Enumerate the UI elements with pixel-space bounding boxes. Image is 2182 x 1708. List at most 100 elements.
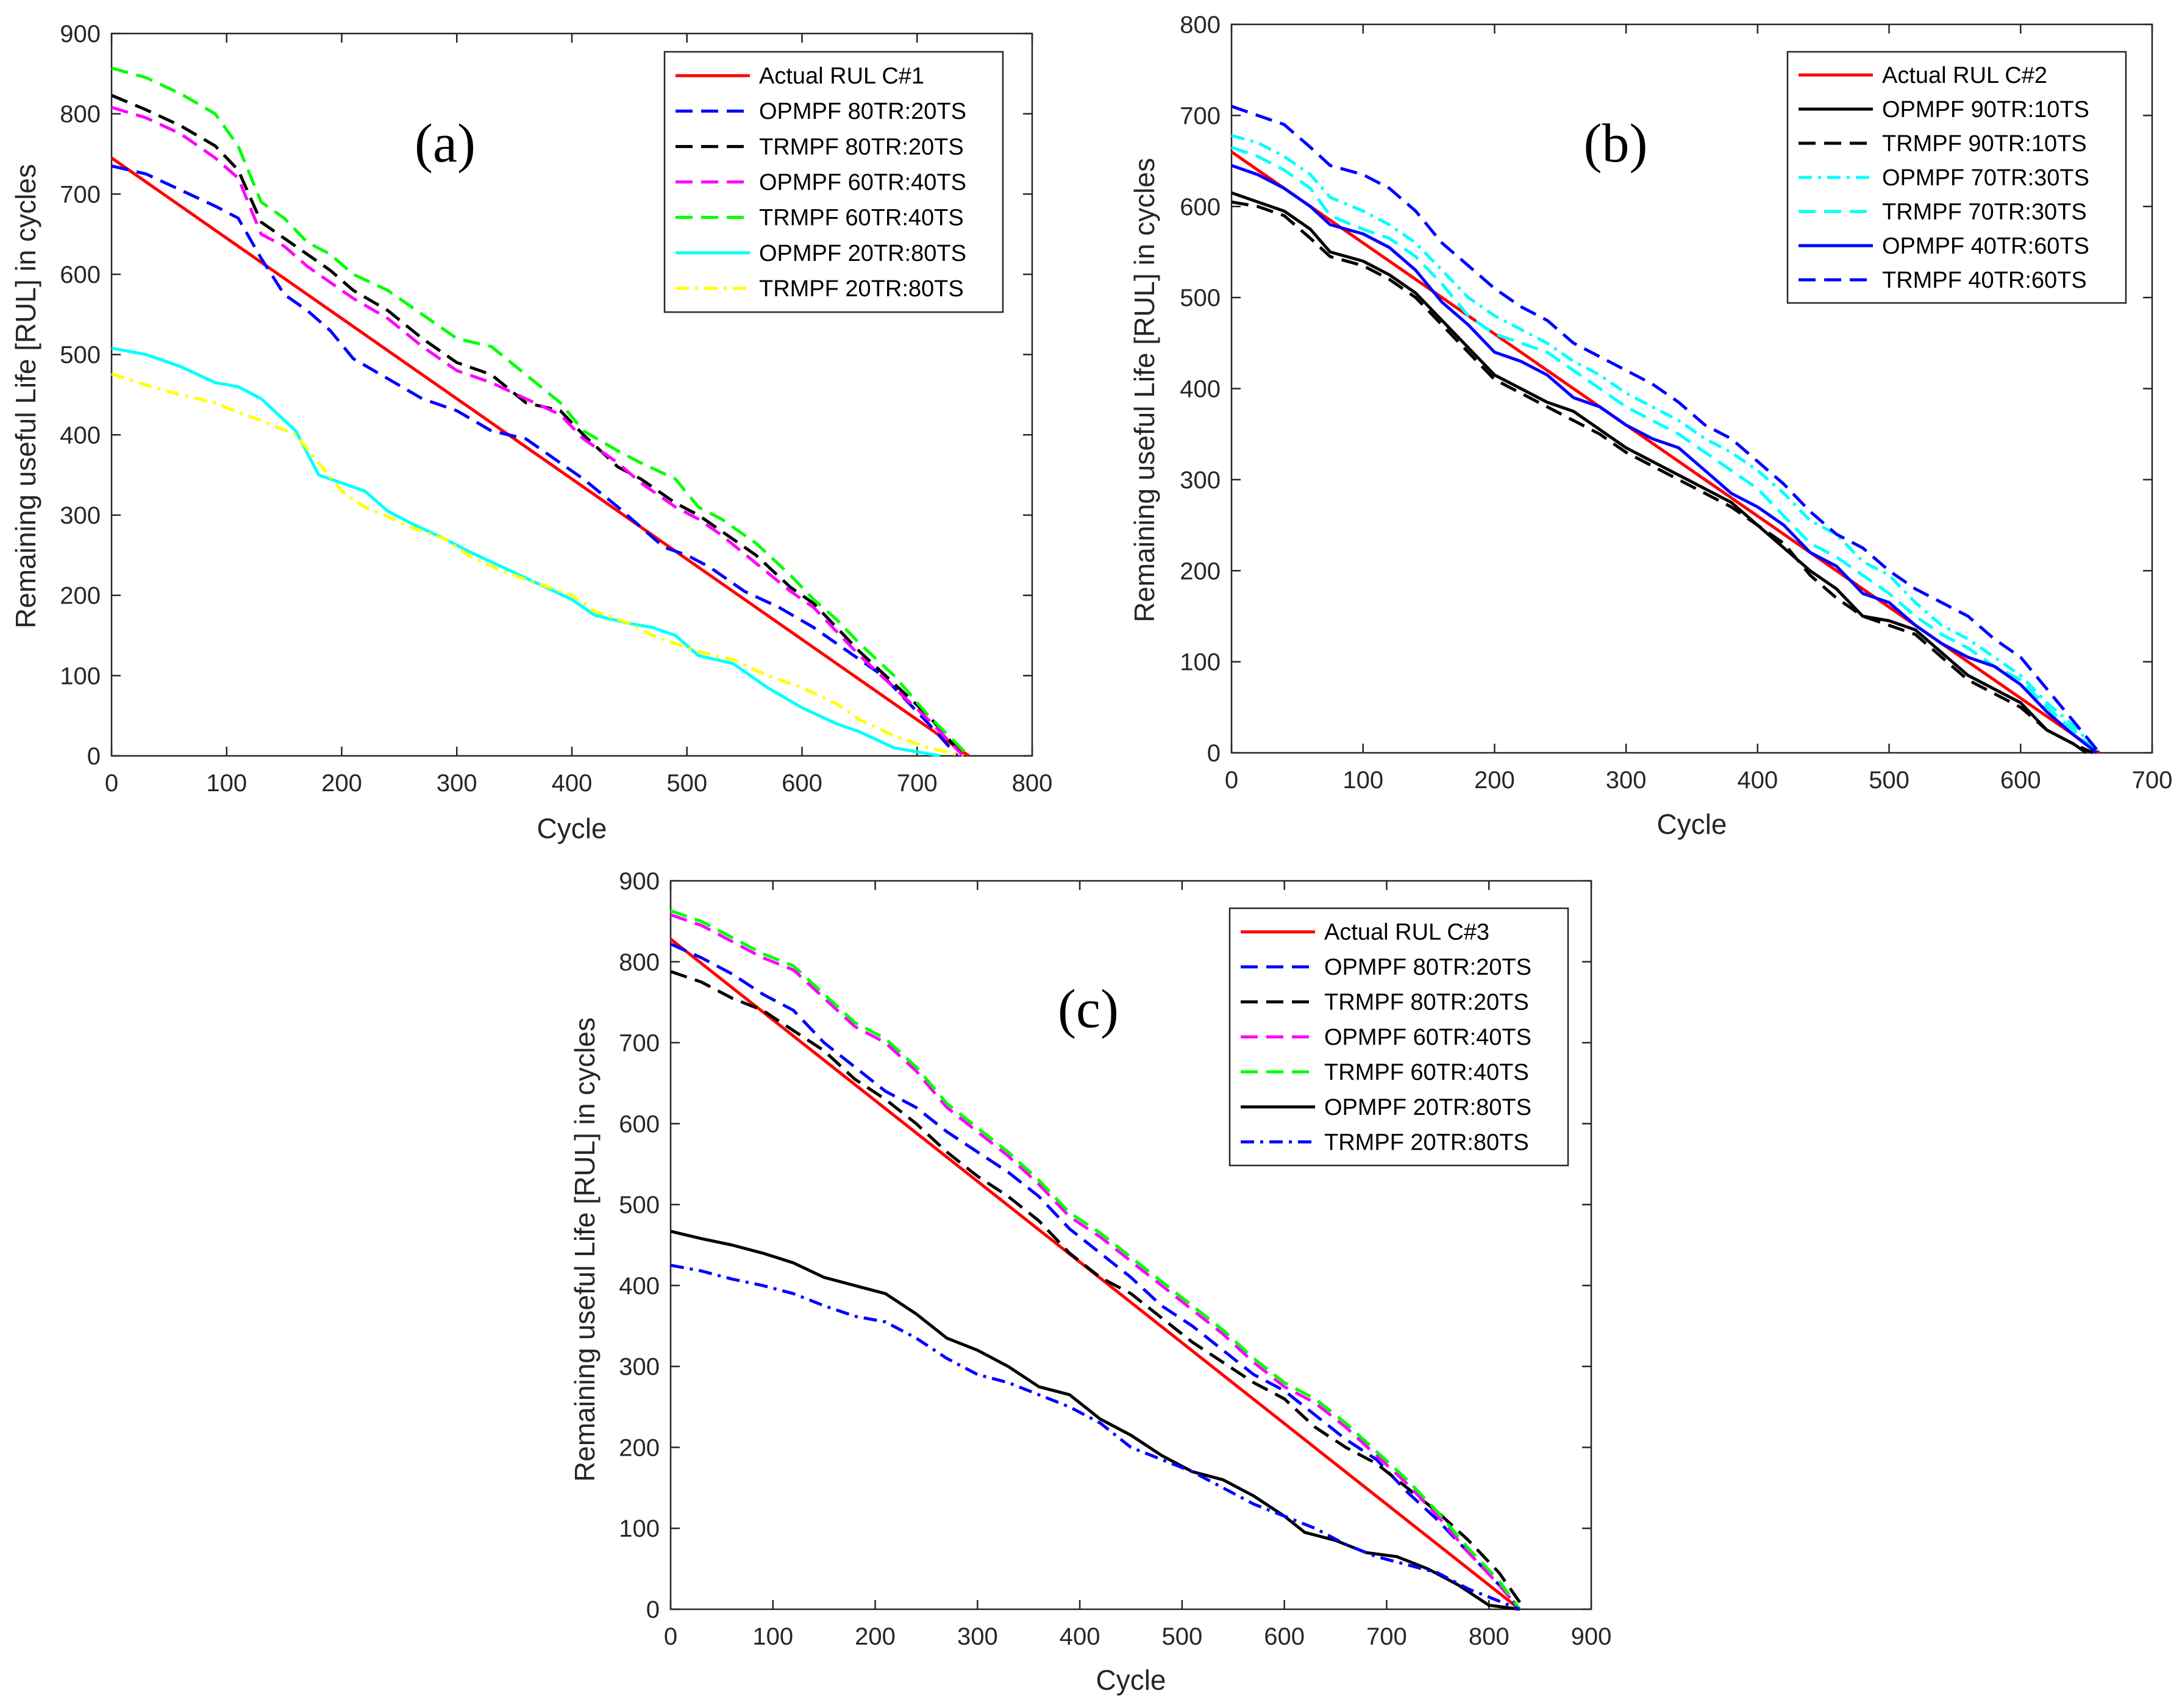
y-tick-label: 100 [60, 663, 101, 689]
x-tick-label: 400 [1737, 767, 1778, 794]
y-tick-label: 600 [60, 262, 101, 288]
legend-entry-label: TRMPF 40TR:60TS [1882, 268, 2087, 293]
legend-entry-label: TRMPF 60TR:40TS [759, 205, 964, 231]
y-tick-label: 500 [1180, 285, 1221, 311]
x-tick-label: 500 [1162, 1623, 1203, 1650]
x-tick-label: 0 [1225, 767, 1238, 794]
y-tick-label: 100 [1180, 649, 1221, 676]
y-tick-label: 900 [619, 868, 660, 895]
y-axis-title: Remaining useful Life [RUL] in cycles [569, 1017, 601, 1482]
series-line-3 [1231, 133, 2101, 754]
legend-entry-label: OPMPF 80TR:20TS [1324, 955, 1531, 980]
x-tick-label: 800 [1012, 770, 1053, 797]
legend-entry-label: Actual RUL C#1 [759, 63, 924, 89]
series-line-4 [1231, 146, 2098, 754]
y-tick-label: 300 [60, 502, 101, 529]
x-tick-label: 0 [105, 770, 118, 797]
y-tick-label: 100 [619, 1515, 660, 1542]
legend: Actual RUL C#3 OPMPF 80TR:20TS TRMPF 80TR:… [1228, 907, 1569, 1167]
x-tick-label: 600 [782, 770, 822, 797]
panel-label: (b) [1584, 113, 1648, 174]
legend-entry-label: TRMPF 90TR:10TS [1882, 131, 2087, 157]
y-axis-title: Remaining useful Life [RUL] in cycles [10, 164, 41, 628]
y-tick-label: 800 [619, 949, 660, 976]
series-line-5 [1231, 164, 2098, 754]
x-tick-label: 300 [957, 1623, 998, 1650]
legend-entry-label: OPMPF 60TR:40TS [1324, 1025, 1531, 1050]
series-line-0 [1230, 151, 2101, 755]
y-tick-label: 700 [619, 1030, 660, 1057]
y-tick-label: 0 [646, 1596, 660, 1623]
y-tick-label: 300 [1180, 467, 1221, 494]
chart-panel-a: 0 100 200 300 400 500 600 700 800 0 100 200 300 400 50… [10, 21, 1052, 844]
x-tick-label: 900 [1571, 1623, 1612, 1650]
y-tick-label: 400 [619, 1273, 660, 1300]
x-axis-title: Cycle [1096, 1664, 1166, 1696]
y-tick-label: 0 [87, 743, 101, 770]
legend-box [1786, 51, 2127, 304]
x-tick-label: 300 [437, 770, 477, 797]
x-tick-label: 0 [664, 1623, 677, 1650]
y-tick-label: 200 [619, 1434, 660, 1461]
legend-entry-label: TRMPF 70TR:30TS [1882, 199, 2087, 225]
y-tick-label: 700 [60, 181, 101, 208]
y-tick-label: 500 [619, 1192, 660, 1219]
y-tick-label: 600 [1180, 194, 1221, 221]
legend: Actual RUL C#2 OPMPF 90TR:10TS TRMPF 90TR:… [1786, 51, 2127, 304]
series-line-1 [1231, 191, 2088, 755]
y-tick-label: 500 [60, 342, 101, 369]
y-tick-label: 200 [60, 583, 101, 610]
legend-entry-label: OPMPF 90TR:10TS [1882, 97, 2089, 123]
series-line-6 [670, 1264, 1521, 1611]
legend-entry-label: OPMPF 40TR:60TS [1882, 233, 2089, 259]
legend-entry-label: OPMPF 80TR:20TS [759, 99, 966, 124]
series-line-5 [670, 1229, 1520, 1611]
x-tick-label: 200 [855, 1623, 896, 1650]
y-tick-label: 800 [60, 101, 101, 128]
legend-box [1228, 907, 1569, 1167]
legend: Actual RUL C#1 OPMPF 80TR:20TS TRMPF 80TR:… [663, 51, 1004, 313]
legend-entry-label: TRMPF 60TR:40TS [1324, 1059, 1529, 1085]
legend-entry-label: OPMPF 20TR:80TS [1324, 1095, 1531, 1120]
series-line-6 [111, 372, 964, 758]
legend-entry-label: Actual RUL C#3 [1324, 920, 1489, 945]
x-tick-label: 100 [752, 1623, 793, 1650]
x-tick-label: 800 [1469, 1623, 1510, 1650]
series-line-0 [110, 157, 970, 758]
legend-entry-label: TRMPF 80TR:20TS [1324, 990, 1529, 1016]
panel-label: (a) [415, 113, 476, 174]
x-tick-label: 500 [1869, 767, 1909, 794]
chart-panel-c: 0 100 200 300 400 500 600 700 800 900 0 100 200 300 40… [569, 868, 1611, 1696]
legend-entry-label: Actual RUL C#2 [1882, 63, 2047, 88]
y-tick-label: 0 [1207, 740, 1221, 767]
legend-entry-label: TRMPF 20TR:80TS [759, 276, 964, 302]
y-tick-label: 800 [1180, 12, 1221, 38]
series-line-2 [670, 970, 1526, 1610]
x-tick-label: 700 [897, 770, 938, 797]
legend-entry-label: OPMPF 70TR:30TS [1882, 165, 2089, 191]
x-axis-title: Cycle [537, 813, 607, 844]
y-tick-label: 400 [60, 422, 101, 449]
x-tick-label: 600 [2000, 767, 2041, 794]
series-line-4 [111, 66, 970, 757]
series-line-1 [669, 942, 1521, 1610]
y-axis-title: Remaining useful Life [RUL] in cycles [1128, 158, 1160, 622]
x-tick-label: 500 [666, 770, 707, 797]
y-tick-label: 300 [619, 1354, 660, 1381]
x-tick-label: 700 [1366, 1623, 1407, 1650]
x-tick-label: 300 [1606, 767, 1647, 794]
y-tick-label: 900 [60, 21, 101, 48]
y-tick-label: 600 [619, 1111, 660, 1137]
series-line-2 [1231, 200, 2094, 755]
series-line-3 [670, 913, 1521, 1610]
x-tick-label: 700 [2132, 767, 2173, 794]
legend-entry-label: OPMPF 20TR:80TS [759, 241, 966, 266]
legend-entry-label: TRMPF 20TR:80TS [1324, 1130, 1529, 1155]
x-tick-label: 400 [552, 770, 593, 797]
x-tick-label: 600 [1264, 1623, 1305, 1650]
panel-label: (c) [1058, 979, 1119, 1039]
legend-entry-label: TRMPF 80TR:20TS [759, 134, 964, 160]
x-tick-label: 400 [1060, 1623, 1100, 1650]
x-tick-label: 200 [1474, 767, 1515, 794]
